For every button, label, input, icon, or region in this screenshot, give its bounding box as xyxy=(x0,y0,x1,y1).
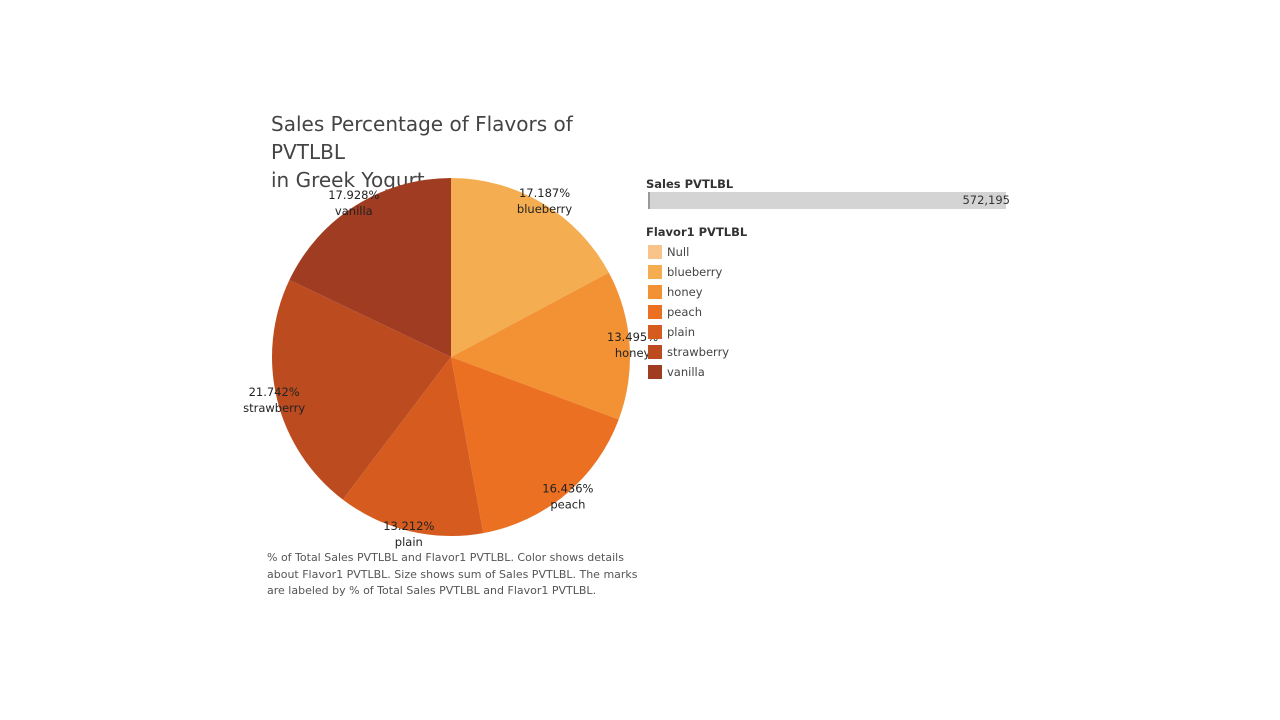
slice-percent-label-strawberry: 21.742% xyxy=(249,385,300,399)
legend-label: vanilla xyxy=(667,365,705,379)
legend-label: Null xyxy=(667,245,690,259)
legend-item-peach[interactable]: peach xyxy=(648,302,729,322)
slice-percent-label-honey: 13.495% xyxy=(607,330,658,344)
chart-caption: % of Total Sales PVTLBL and Flavor1 PVTL… xyxy=(267,551,638,597)
legend-item-null[interactable]: Null xyxy=(648,242,729,262)
color-legend-title: Flavor1 PVTLBL xyxy=(646,225,748,239)
size-legend-bar: 572,195 xyxy=(648,192,1010,209)
slice-percent-label-peach: 16.436% xyxy=(542,482,593,496)
pie-slice-peach[interactable] xyxy=(451,357,619,534)
pie-slice-plain[interactable] xyxy=(342,357,484,536)
legend-swatch xyxy=(648,285,662,299)
slice-name-label-strawberry: strawberry xyxy=(243,401,305,415)
pie-slice-strawberry[interactable] xyxy=(271,280,451,500)
legend-label: honey xyxy=(667,285,703,299)
slice-name-label-plain: plain xyxy=(395,535,423,549)
legend-swatch xyxy=(648,305,662,319)
pie-slices xyxy=(271,178,630,536)
slice-percent-label-blueberry: 17.187% xyxy=(519,186,570,200)
legend-label: blueberry xyxy=(667,265,723,279)
legend-swatch xyxy=(648,325,662,339)
slice-name-label-vanilla: vanilla xyxy=(335,204,373,218)
legend-item-honey[interactable]: honey xyxy=(648,282,729,302)
legend-swatch xyxy=(648,365,662,379)
legend-swatch xyxy=(648,245,662,259)
legend-swatch xyxy=(648,265,662,279)
size-legend-value: 572,195 xyxy=(962,193,1010,207)
legend-label: peach xyxy=(667,305,703,319)
pie-slice-blueberry[interactable] xyxy=(451,178,609,357)
legend-item-blueberry[interactable]: blueberry xyxy=(648,262,729,282)
legend-item-plain[interactable]: plain xyxy=(648,322,729,342)
pie-slice-honey[interactable] xyxy=(451,272,630,420)
pie-labels: 17.187% blueberry 13.495% honey 16.436% peach… xyxy=(243,186,658,549)
legend-label: plain xyxy=(667,325,696,339)
slice-percent-label-vanilla: 17.928% xyxy=(328,188,379,202)
legend-swatch xyxy=(648,345,662,359)
slice-name-label-blueberry: blueberry xyxy=(517,202,572,216)
slice-percent-label-plain: 13.212% xyxy=(383,519,434,533)
color-legend: Null blueberry honey peach plain strawbe… xyxy=(648,242,729,382)
pie-slice-vanilla[interactable] xyxy=(289,178,451,357)
legend-label: strawberry xyxy=(667,345,730,359)
chart-title: Sales Percentage of Flavors of PVTLBL in… xyxy=(271,110,651,194)
legend-item-vanilla[interactable]: vanilla xyxy=(648,362,729,382)
legend-item-strawberry[interactable]: strawberry xyxy=(648,342,729,362)
size-legend-title: Sales PVTLBL xyxy=(646,177,734,191)
slice-name-label-peach: peach xyxy=(550,498,585,512)
slice-name-label-honey: honey xyxy=(615,346,651,360)
chart-title-line-1: Sales Percentage of Flavors of PVTLBL xyxy=(271,112,573,164)
